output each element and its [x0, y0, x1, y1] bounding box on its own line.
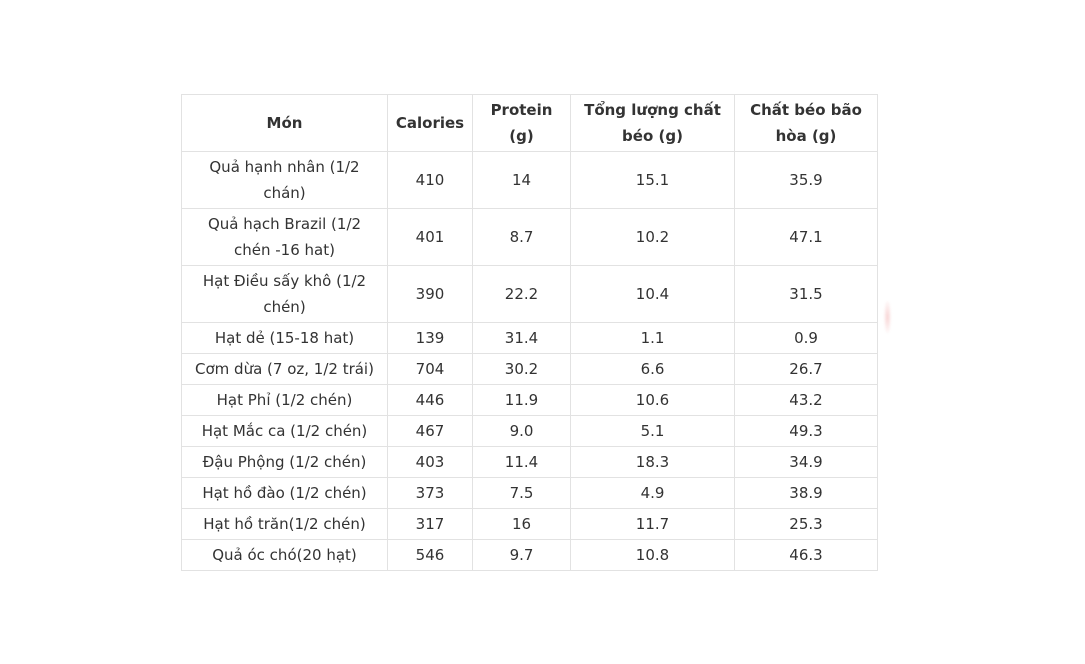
- table-row: Quả hạnh nhân (1/2 chán) 410 14 15.1 35.9: [181, 151, 878, 209]
- food-name-cell: Quả hạnh nhân (1/2 chán): [181, 151, 388, 209]
- value-cell: 49.3: [734, 415, 878, 447]
- food-name-cell: Hạt Điều sấy khô (1/2 chén): [181, 265, 388, 323]
- value-cell: 6.6: [570, 353, 735, 385]
- value-cell: 373: [387, 477, 473, 509]
- column-header-3: Tổng lượng chất béo (g): [570, 94, 735, 152]
- value-cell: 25.3: [734, 508, 878, 540]
- value-cell: 18.3: [570, 446, 735, 478]
- value-cell: 467: [387, 415, 473, 447]
- value-cell: 26.7: [734, 353, 878, 385]
- value-cell: 401: [387, 208, 473, 266]
- value-cell: 47.1: [734, 208, 878, 266]
- value-cell: 139: [387, 322, 473, 354]
- value-cell: 546: [387, 539, 473, 571]
- value-cell: 38.9: [734, 477, 878, 509]
- value-cell: 35.9: [734, 151, 878, 209]
- table-row: Đậu Phộng (1/2 chén) 403 11.4 18.3 34.9: [181, 446, 878, 478]
- value-cell: 1.1: [570, 322, 735, 354]
- column-header-4: Chất béo bão hòa (g): [734, 94, 878, 152]
- value-cell: 704: [387, 353, 473, 385]
- value-cell: 22.2: [472, 265, 571, 323]
- table-row: Hạt Điều sấy khô (1/2 chén) 390 22.2 10.4 31…: [181, 265, 878, 323]
- food-name-cell: Quả óc chó(20 hạt): [181, 539, 388, 571]
- food-name-cell: Quả hạch Brazil (1/2 chén -16 hat): [181, 208, 388, 266]
- value-cell: 31.4: [472, 322, 571, 354]
- value-cell: 10.6: [570, 384, 735, 416]
- food-name-cell: Cơm dừa (7 oz, 1/2 trái): [181, 353, 388, 385]
- food-name-cell: Hạt Phỉ (1/2 chén): [181, 384, 388, 416]
- value-cell: 9.7: [472, 539, 571, 571]
- value-cell: 410: [387, 151, 473, 209]
- value-cell: 30.2: [472, 353, 571, 385]
- value-cell: 31.5: [734, 265, 878, 323]
- table-row: Quả hạch Brazil (1/2 chén -16 hat) 401 8.7…: [181, 208, 878, 266]
- value-cell: 10.2: [570, 208, 735, 266]
- table-row: Hạt Mắc ca (1/2 chén) 467 9.0 5.1 49.3: [181, 415, 878, 447]
- value-cell: 4.9: [570, 477, 735, 509]
- food-name-cell: Hạt hồ đào (1/2 chén): [181, 477, 388, 509]
- value-cell: 390: [387, 265, 473, 323]
- food-name-cell: Hạt dẻ (15-18 hat): [181, 322, 388, 354]
- value-cell: 46.3: [734, 539, 878, 571]
- food-name-cell: Hạt Mắc ca (1/2 chén): [181, 415, 388, 447]
- value-cell: 446: [387, 384, 473, 416]
- table-row: Cơm dừa (7 oz, 1/2 trái) 704 30.2 6.6 26.7: [181, 353, 878, 385]
- table-row: Hạt Phỉ (1/2 chén) 446 11.9 10.6 43.2: [181, 384, 878, 416]
- table-row: Hạt hồ trăn(1/2 chén) 317 16 11.7 25.3: [181, 508, 878, 540]
- food-name-cell: Đậu Phộng (1/2 chén): [181, 446, 388, 478]
- value-cell: 10.8: [570, 539, 735, 571]
- pink-smudge-artifact: [884, 301, 891, 333]
- value-cell: 7.5: [472, 477, 571, 509]
- value-cell: 0.9: [734, 322, 878, 354]
- value-cell: 317: [387, 508, 473, 540]
- nutrition-table: Món Calories Protein (g) Tổng lượng chất bé…: [181, 94, 878, 571]
- value-cell: 11.7: [570, 508, 735, 540]
- value-cell: 10.4: [570, 265, 735, 323]
- column-header-1: Calories: [387, 94, 473, 152]
- food-name-cell: Hạt hồ trăn(1/2 chén): [181, 508, 388, 540]
- value-cell: 43.2: [734, 384, 878, 416]
- column-header-0: Món: [181, 94, 388, 152]
- column-header-2: Protein (g): [472, 94, 571, 152]
- table-header-row: Món Calories Protein (g) Tổng lượng chất bé…: [181, 94, 878, 152]
- table-row: Hạt dẻ (15-18 hat) 139 31.4 1.1 0.9: [181, 322, 878, 354]
- value-cell: 16: [472, 508, 571, 540]
- value-cell: 14: [472, 151, 571, 209]
- table-row: Quả óc chó(20 hạt) 546 9.7 10.8 46.3: [181, 539, 878, 571]
- value-cell: 34.9: [734, 446, 878, 478]
- value-cell: 11.9: [472, 384, 571, 416]
- value-cell: 9.0: [472, 415, 571, 447]
- value-cell: 5.1: [570, 415, 735, 447]
- table-row: Hạt hồ đào (1/2 chén) 373 7.5 4.9 38.9: [181, 477, 878, 509]
- value-cell: 403: [387, 446, 473, 478]
- value-cell: 8.7: [472, 208, 571, 266]
- value-cell: 15.1: [570, 151, 735, 209]
- value-cell: 11.4: [472, 446, 571, 478]
